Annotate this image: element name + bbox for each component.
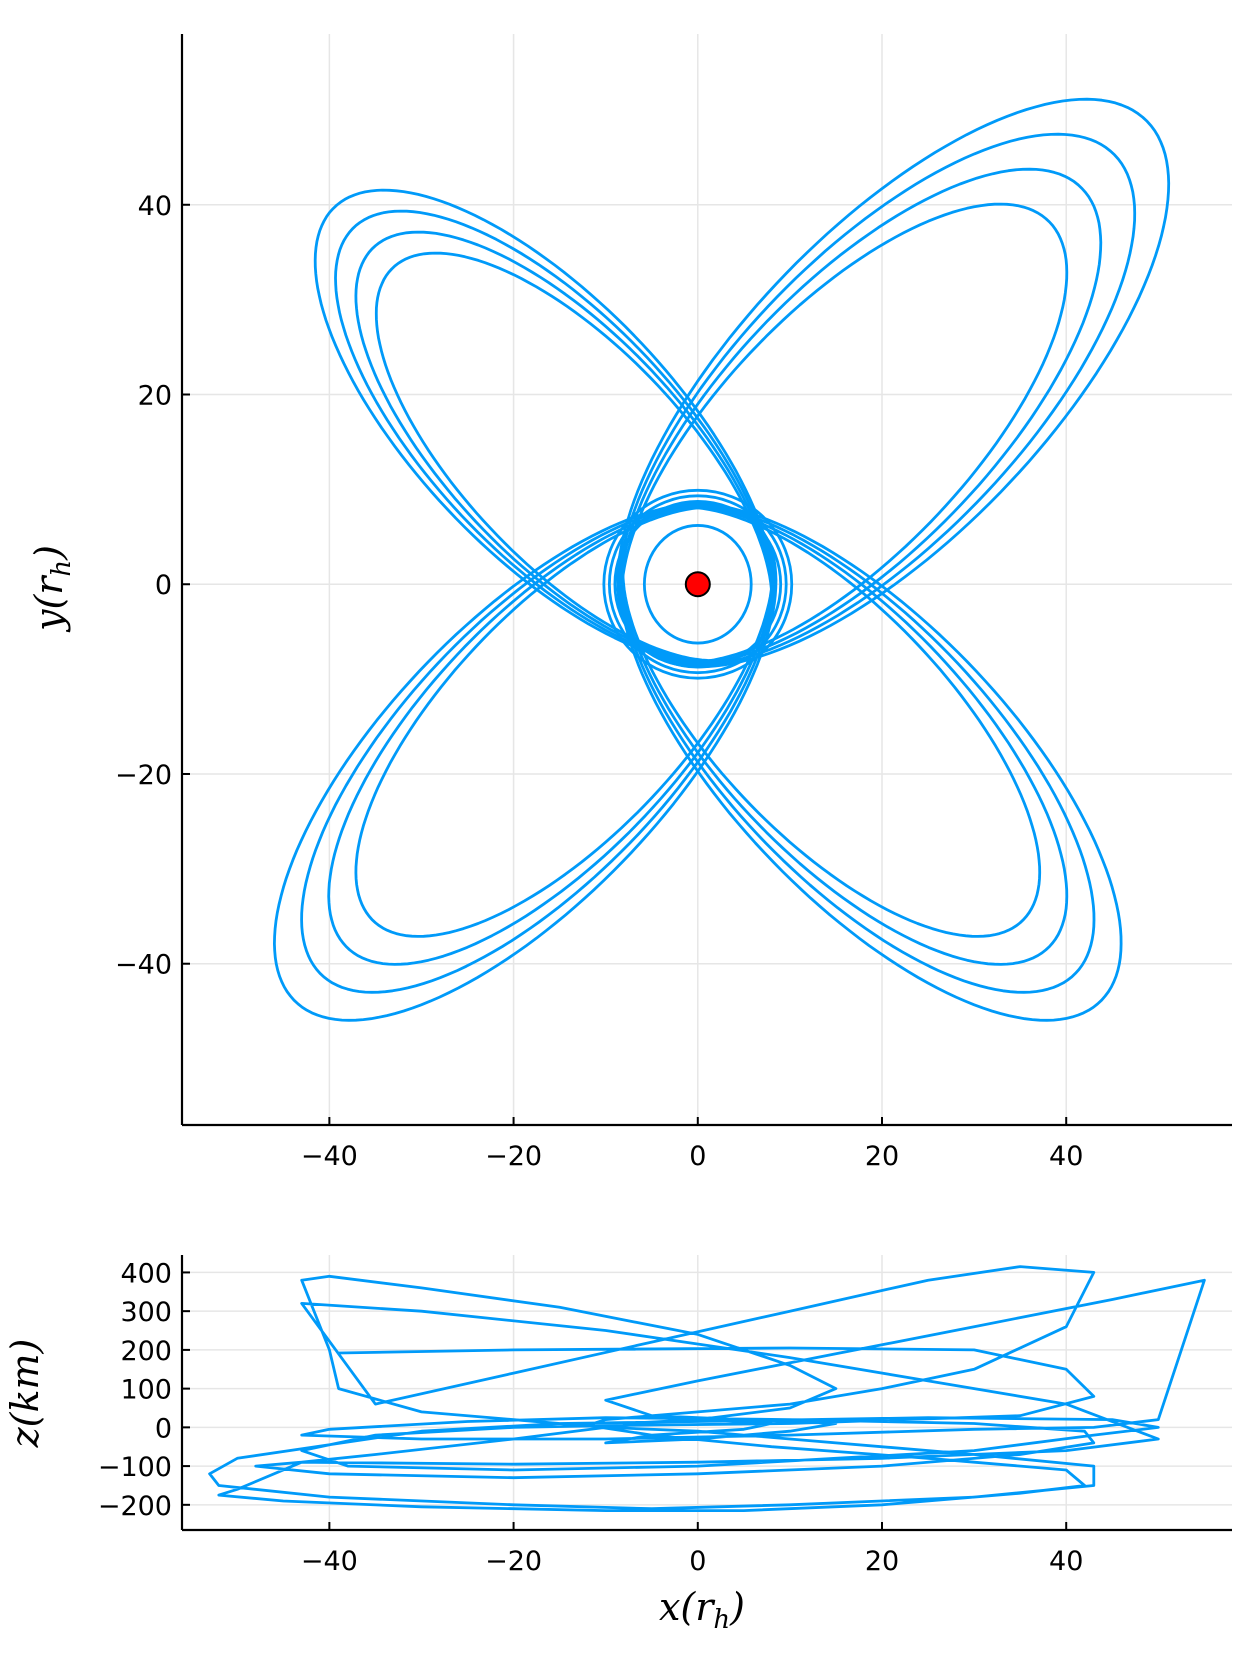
inner-orbit (642, 524, 753, 645)
x-tick-label: −40 (301, 1546, 358, 1577)
x-tick-label: 0 (689, 1141, 706, 1172)
y-tick-label: 100 (120, 1375, 172, 1406)
top-axes (180, 34, 1232, 1127)
central-body-marker (684, 571, 711, 598)
petal-2-loop-0 (354, 505, 775, 938)
petal-3-loop-1 (620, 504, 1069, 966)
x-tick-label: −40 (301, 1141, 358, 1172)
periapsis-ring-1 (607, 494, 788, 675)
y-tick-label: 200 (120, 1336, 172, 1367)
y-tick-label: 40 (138, 191, 172, 222)
petal-1-loop-1 (354, 230, 775, 663)
y-tick-label: 20 (138, 381, 172, 412)
y-tick-label: 0 (155, 1413, 172, 1444)
bottom-x-axis-label: x(rh) (659, 1585, 745, 1635)
bottom-axes (180, 1255, 1232, 1532)
top-panel: −40 −20 0 20 40 −40 −20 0 20 40 y(rh) (27, 34, 1232, 1172)
top-grid (182, 34, 1232, 1125)
y-tick-label: 300 (120, 1297, 172, 1328)
x-tick-label: 20 (865, 1141, 899, 1172)
top-y-tick-labels: −40 −20 0 20 40 (115, 191, 172, 981)
x-tick-label: 0 (689, 1546, 706, 1577)
y-tick-label: −40 (115, 950, 172, 981)
periapsis-ring-0 (613, 499, 783, 669)
top-y-axis-label: y(rh) (27, 545, 77, 633)
petal-2-loop-1 (327, 504, 776, 966)
x-tick-label: −20 (485, 1141, 542, 1172)
x-tick-label: −20 (485, 1546, 542, 1577)
petal-1-loop-0 (374, 251, 774, 662)
bottom-y-axis-label: z(km) (3, 1339, 47, 1449)
y-tick-label: −200 (98, 1491, 172, 1522)
y-tick-label: 0 (155, 570, 172, 601)
x-tick-label: 20 (865, 1546, 899, 1577)
top-x-tick-labels: −40 −20 0 20 40 (301, 1141, 1084, 1172)
y-tick-label: 400 (120, 1258, 172, 1289)
top-trajectory (273, 97, 1171, 1022)
bottom-x-tick-labels: −40 −20 0 20 40 (301, 1546, 1084, 1577)
bottom-y-tick-labels: −200 −100 0 100 200 300 400 (98, 1258, 172, 1521)
periapsis-ring-2 (602, 488, 794, 680)
x-tick-label: 40 (1049, 1141, 1083, 1172)
y-tick-label: −20 (115, 760, 172, 791)
x-tick-label: 40 (1049, 1546, 1083, 1577)
bottom-trajectory (208, 1265, 1206, 1512)
y-tick-label: −100 (98, 1452, 172, 1483)
petal-0-loop-0 (620, 202, 1069, 664)
petal-3-loop-0 (621, 505, 1042, 938)
